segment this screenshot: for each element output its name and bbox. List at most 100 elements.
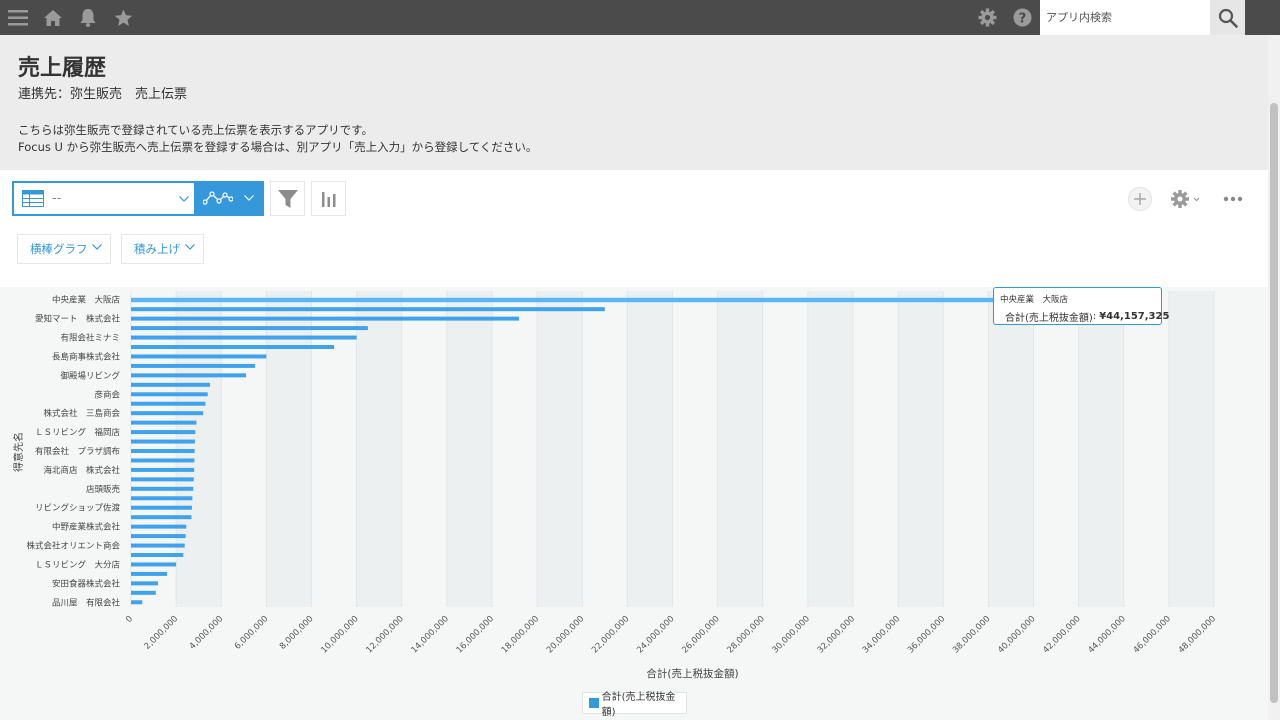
graph-settings-button[interactable] [311, 181, 346, 216]
bar[interactable] [131, 590, 156, 595]
x-tick-label: 24,000,000 [635, 614, 676, 655]
bar[interactable] [131, 524, 187, 529]
bar[interactable] [131, 600, 143, 605]
category-label: 株式会社 三島商会 [43, 408, 120, 419]
bar[interactable] [131, 543, 185, 548]
chart-legend[interactable]: 合計(売上税抜金額) [582, 692, 687, 718]
bar[interactable] [131, 392, 208, 397]
grid-band [537, 291, 583, 607]
bar[interactable] [131, 581, 159, 586]
category-label: ＬＳリビング 福岡店 [35, 427, 121, 438]
menu-icon[interactable] [6, 0, 30, 35]
x-tick-label: 30,000,000 [771, 614, 812, 655]
bar[interactable] [131, 553, 184, 557]
x-tick-label: 32,000,000 [816, 614, 857, 655]
bar[interactable] [131, 496, 193, 501]
grid-band [356, 291, 402, 607]
chart-mode-dropdown[interactable]: 積み上げ [121, 234, 204, 264]
plus-icon [1127, 186, 1152, 211]
bar[interactable] [131, 401, 206, 406]
description-line: こちらは弥生販売で登録されている売上伝票を表示するアプリです。 [18, 123, 374, 137]
chart-area: 中央産業 大阪店 愛知マート 株式会社 有限会社ミナミ 長島商事株式会社 御殿場リビング… [0, 287, 1268, 720]
x-tick-label: 2,000,000 [143, 614, 181, 652]
bar[interactable] [131, 354, 267, 359]
category-label: リビングショップ佐渡 [35, 503, 121, 514]
x-tick-label: 14,000,000 [410, 614, 451, 655]
x-tick-label: 44,000,000 [1086, 614, 1127, 655]
more-options-button[interactable] [1221, 186, 1245, 211]
filter-button[interactable] [270, 181, 305, 216]
chart-type-dropdown[interactable]: 横棒グラフ [17, 234, 111, 264]
view-select-value: -- [52, 191, 62, 206]
bar[interactable] [131, 316, 520, 321]
legend-label: 合計(売上税抜金額) [601, 692, 676, 718]
bar[interactable] [131, 335, 357, 340]
bar[interactable] [131, 562, 177, 567]
bar[interactable] [131, 382, 210, 387]
graph-view-button[interactable] [196, 181, 264, 216]
page-title: 売上履歴 [18, 56, 107, 81]
view-select[interactable]: -- [12, 181, 196, 216]
star-icon[interactable] [112, 0, 134, 35]
search-input[interactable] [1040, 0, 1210, 35]
category-label: 愛知マート 株式会社 [35, 314, 121, 325]
x-tick-label: 48,000,000 [1177, 614, 1218, 655]
bar[interactable] [131, 449, 195, 453]
app-settings-button[interactable] [1168, 186, 1204, 211]
x-tick-label: 38,000,000 [951, 614, 992, 655]
gear-icon[interactable] [976, 0, 998, 35]
chart-tooltip: 中央産業 大阪店 合計(売上税抜金額): ¥44,157,325 [993, 287, 1169, 325]
category-label: 店頭販売 [86, 484, 121, 495]
bar[interactable] [131, 458, 195, 463]
bar[interactable] [131, 345, 335, 349]
scrollbar-thumb[interactable] [1270, 103, 1278, 703]
add-record-button[interactable] [1127, 186, 1152, 211]
x-tick-label: 42,000,000 [1041, 614, 1082, 655]
bar[interactable] [131, 363, 256, 368]
x-tick-label: 34,000,000 [861, 614, 902, 655]
bell-icon[interactable] [77, 0, 99, 35]
grid-band [627, 291, 673, 607]
help-icon[interactable]: ? [1011, 0, 1033, 35]
bar[interactable] [131, 307, 605, 312]
bar[interactable] [131, 411, 204, 416]
bar[interactable] [131, 420, 197, 425]
x-tick-label: 10,000,000 [319, 614, 360, 655]
category-label: 海北商店 株式会社 [43, 465, 120, 476]
bar[interactable] [131, 467, 195, 472]
category-label: 安田食器株式会社 [52, 578, 121, 589]
line-graph-icon [203, 191, 233, 205]
x-axis-title: 合計(売上税抜金額) [646, 667, 738, 680]
bar[interactable] [131, 297, 1128, 303]
bar[interactable] [131, 486, 194, 491]
grid-band [266, 291, 312, 607]
bar[interactable] [131, 430, 196, 435]
search-button[interactable] [1210, 0, 1245, 35]
home-icon[interactable] [42, 0, 64, 35]
x-tick-label: 20,000,000 [545, 614, 586, 655]
bar[interactable] [131, 534, 186, 539]
bar[interactable] [131, 439, 195, 444]
x-tick-label: 40,000,000 [996, 614, 1037, 655]
bar-chart-icon [321, 191, 335, 207]
category-label: 中央産業 大阪店 [52, 295, 121, 306]
chevron-down-icon [185, 244, 195, 250]
grid-band [446, 291, 492, 607]
tooltip-category: 中央産業 大阪店 [1000, 295, 1069, 305]
category-label: 有限会社 プラザ調布 [35, 446, 120, 457]
category-label: 御殿場リビング [60, 370, 120, 381]
page-subtitle: 連携先：弥生販売 売上伝票 [18, 87, 188, 102]
bar[interactable] [131, 515, 192, 520]
x-tick-label: 22,000,000 [590, 614, 631, 655]
chart-type-value: 横棒グラフ [30, 242, 88, 256]
bar[interactable] [131, 505, 192, 510]
bar[interactable] [131, 477, 194, 482]
x-tick-label: 18,000,000 [500, 614, 541, 655]
bar[interactable] [131, 373, 247, 378]
description-line: Focus U から弥生販売へ売上伝票を登録する場合は、別アプリ「売上入力」から… [18, 140, 538, 154]
chart-mode-value: 積み上げ [134, 242, 180, 256]
bar[interactable] [131, 571, 168, 576]
x-tick-label: 0 [124, 614, 135, 625]
bar[interactable] [131, 326, 368, 331]
